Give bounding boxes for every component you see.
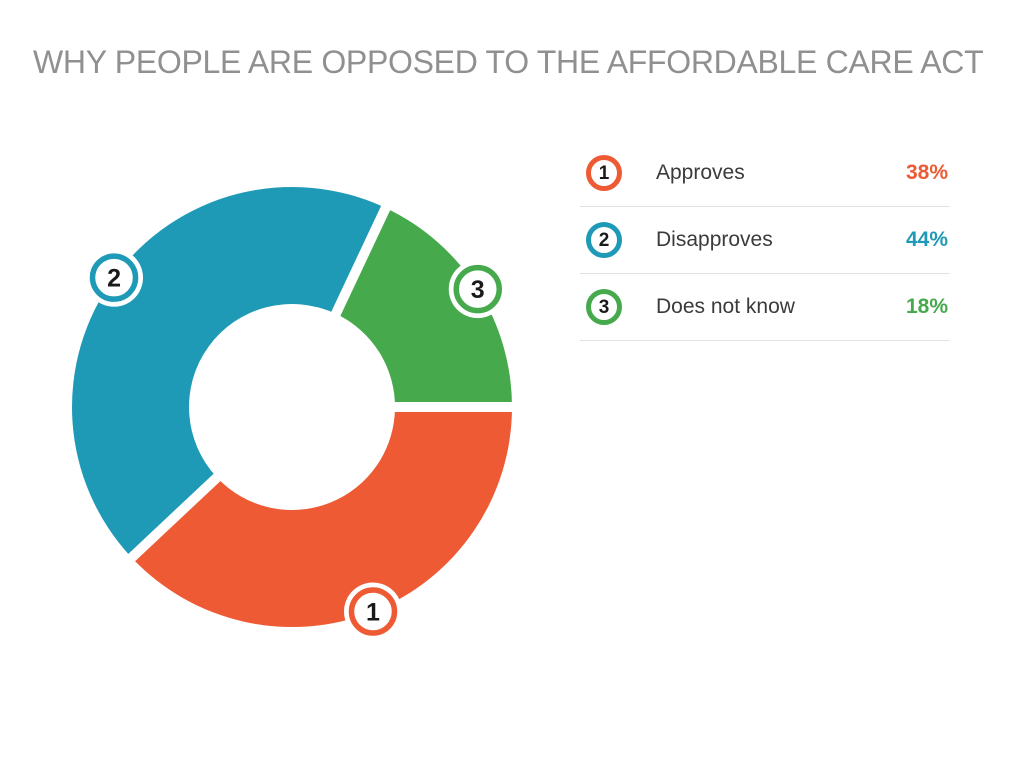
legend-label: Disapproves [656,228,773,251]
legend-badge-number: 1 [598,162,610,184]
marker-ring [453,264,503,314]
legend-row: 2 Disapproves 44% [580,207,950,274]
segment-marker-3: 3 [448,260,507,319]
segment-divider [126,403,296,563]
legend-badge-number: 3 [598,296,610,318]
marker-number: 2 [107,265,121,293]
legend-badge: 2 [586,222,622,258]
legend-value: 38% [905,161,948,184]
legend-badge: 3 [586,289,622,325]
segment-divider [287,203,392,410]
marker-number: 1 [366,599,380,627]
segment-marker-1: 1 [343,582,402,641]
legend-badge-number: 2 [598,229,610,251]
marker-number: 3 [471,276,485,304]
donut-chart: 1 2 3 [71,186,514,641]
legend-row: 1 Approves 38% [580,140,950,207]
legend-badge: 1 [586,155,622,191]
legend-value: 18% [905,295,948,318]
donut-segment-disapproves [71,186,386,558]
page-title: WHY PEOPLE ARE OPPOSED TO THE AFFORDABLE… [33,44,984,80]
legend: 1 Approves 38% 2 Disapproves 44% 3 Does … [580,140,950,341]
marker-ring [89,253,139,302]
marker-ring [348,587,398,636]
legend-row: 3 Does not know 18% [580,274,950,341]
legend-value: 44% [905,228,948,251]
donut-segment-does-not-know [335,207,512,407]
donut-segment-approves [131,407,512,627]
legend-label: Approves [656,161,745,184]
legend-label: Does not know [656,295,795,318]
segment-marker-2: 2 [85,248,144,307]
